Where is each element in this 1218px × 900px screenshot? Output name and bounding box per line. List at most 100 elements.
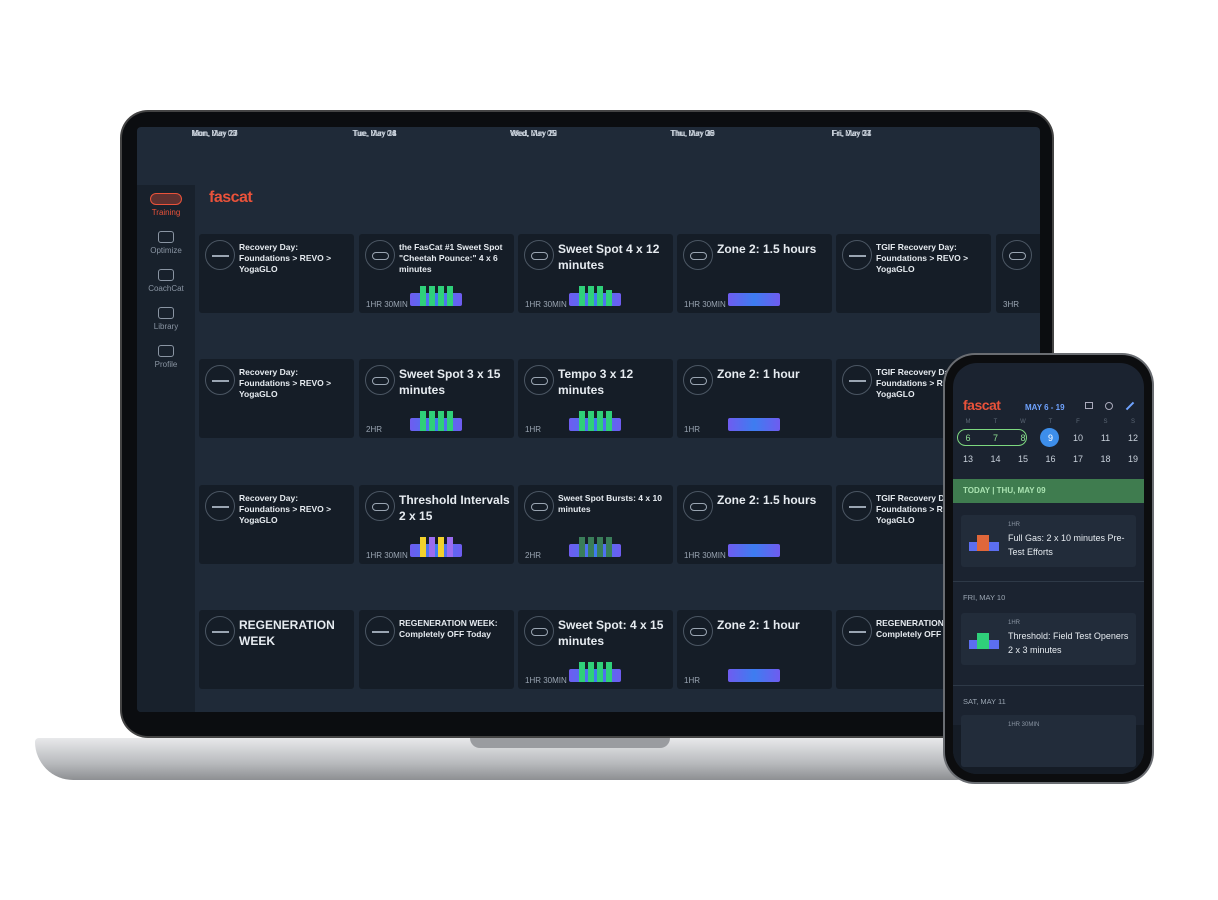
nav-icon bbox=[158, 307, 174, 319]
nav-icon bbox=[158, 345, 174, 357]
workout-card[interactable]: Zone 2: 1 hour 1HR bbox=[677, 359, 832, 438]
date-cell[interactable]: 12 bbox=[1127, 433, 1138, 443]
workout-title: Zone 2: 1 hour bbox=[717, 618, 800, 632]
icon-glyph bbox=[372, 252, 389, 260]
recovery-icon bbox=[365, 616, 395, 646]
date-cell[interactable]: 19 bbox=[1127, 454, 1138, 464]
date-cell[interactable]: 11 bbox=[1100, 433, 1111, 443]
workout-title: Zone 2: 1 hour bbox=[717, 367, 800, 381]
workout-card[interactable]: Zone 2: 1.5 hours 1HR 30MIN bbox=[677, 234, 832, 313]
graph-interval bbox=[606, 662, 612, 682]
workout-title: the FasCat #1 Sweet Spot "Cheetah Pounce… bbox=[399, 242, 503, 275]
phone-screen: fascat MAY 6 - 19 TODAY | THU, MAY 09 Tr… bbox=[953, 363, 1144, 774]
nav-label: Library bbox=[153, 322, 179, 331]
week-highlight bbox=[957, 429, 1027, 446]
app-screen: Training Optimize CoachCat Library Profile f… bbox=[137, 127, 1040, 712]
icon-glyph bbox=[1009, 252, 1026, 260]
date-cell[interactable]: 18 bbox=[1100, 454, 1111, 464]
workout-card[interactable]: Recovery Day: Foundations > REVO > YogaG… bbox=[199, 359, 354, 438]
date-cell[interactable]: 10 bbox=[1072, 433, 1083, 443]
graph-interval bbox=[588, 537, 594, 557]
workout-card[interactable]: Zone 2: 1 hour 1HR bbox=[677, 610, 832, 689]
workout-card[interactable]: REGENERATION WEEK: Completely OFF Today bbox=[359, 610, 514, 689]
date-range[interactable]: MAY 6 - 19 bbox=[1025, 403, 1065, 412]
workout-title: Tempo 3 x 12 minutes bbox=[558, 367, 634, 397]
nav-item[interactable]: Library bbox=[137, 307, 195, 331]
graph-interval bbox=[606, 411, 612, 431]
section-heading: SAT, MAY 11 bbox=[963, 697, 1006, 706]
workout-graph bbox=[569, 409, 621, 431]
day-label: Fri, Jun 07 bbox=[832, 129, 871, 138]
nav-item[interactable]: Optimize bbox=[137, 231, 195, 255]
workout-card[interactable]: Recovery Day: Foundations > REVO > YogaG… bbox=[199, 485, 354, 564]
date-cell[interactable]: 8 bbox=[1020, 433, 1026, 443]
phone: fascat MAY 6 - 19 TODAY | THU, MAY 09 Tr… bbox=[945, 355, 1152, 782]
date-cell[interactable]: 17 bbox=[1072, 454, 1083, 464]
refresh-icon[interactable] bbox=[1105, 402, 1113, 410]
workout-duration: 1HR 30MIN bbox=[684, 300, 726, 309]
day-label: Mon, May 13 bbox=[191, 129, 238, 138]
day-label: Fri, May 24 bbox=[831, 129, 872, 138]
nav-item[interactable]: CoachCat bbox=[137, 269, 195, 293]
phone-workout-card[interactable]: 1HR Threshold: Field Test Openers 2 x 3 m… bbox=[961, 613, 1136, 665]
workout-duration: 1HR 30MIN bbox=[366, 300, 408, 309]
graph-interval bbox=[420, 411, 426, 431]
graph-interval bbox=[579, 411, 585, 431]
nav-item[interactable]: Training bbox=[137, 193, 195, 217]
icon-glyph bbox=[212, 255, 229, 257]
recovery-icon bbox=[842, 365, 872, 395]
date-cell[interactable]: 6 bbox=[965, 433, 971, 443]
workout-card[interactable]: Sweet Spot Bursts: 4 x 10 minutes 2HR bbox=[518, 485, 673, 564]
workout-card[interactable]: Tempo 3 x 12 minutes 1HR bbox=[518, 359, 673, 438]
date-cell[interactable]: 14 bbox=[990, 454, 1001, 464]
bike-icon bbox=[524, 240, 554, 270]
divider bbox=[953, 685, 1144, 686]
day-label: Mon, May 27 bbox=[191, 129, 238, 138]
workout-card[interactable]: Recovery Day: Foundations > REVO > YogaG… bbox=[199, 234, 354, 313]
edit-icon[interactable] bbox=[1125, 401, 1135, 411]
workout-title: REGENERATION WEEK: Completely OFF Today bbox=[399, 618, 498, 640]
bike-icon bbox=[1002, 240, 1032, 270]
card-duration: 1HR 30MIN bbox=[1008, 722, 1040, 728]
graph-interval bbox=[579, 286, 585, 306]
workout-card[interactable]: Sweet Spot: 4 x 15 minutes 1HR 30MIN bbox=[518, 610, 673, 689]
workout-card[interactable]: TGIF Recovery Day: Foundations > REVO > … bbox=[836, 234, 991, 313]
weekday-letter: S bbox=[1103, 419, 1108, 425]
date-cell[interactable]: 7 bbox=[992, 433, 998, 443]
workout-card[interactable]: the FasCat #1 Sweet Spot "Cheetah Pounce… bbox=[359, 234, 514, 313]
nav-label: Profile bbox=[154, 360, 178, 369]
day-label: Tue, May 21 bbox=[352, 129, 397, 138]
graph-interval bbox=[977, 633, 989, 649]
workout-card[interactable]: Zone 2: 1.5 hours 1HR 30MIN bbox=[677, 485, 832, 564]
workout-card[interactable]: Sweet Spot 4 x 12 minutes 1HR 30MIN bbox=[518, 234, 673, 313]
date-cell[interactable]: 9 bbox=[1047, 433, 1053, 443]
date-cell[interactable]: 15 bbox=[1017, 454, 1028, 464]
nav-item[interactable]: Profile bbox=[137, 345, 195, 369]
graph-interval bbox=[588, 411, 594, 431]
weekday-letter: S bbox=[1130, 419, 1135, 425]
section-heading: FRI, MAY 10 bbox=[963, 593, 1006, 602]
today-label: TODAY | THU, MAY 09 bbox=[963, 486, 1046, 495]
day-label: Tue, May 28 bbox=[352, 129, 397, 138]
icon-glyph bbox=[849, 631, 866, 633]
graph-interval bbox=[438, 537, 444, 557]
phone-workout-card[interactable]: 1HR Full Gas: 2 x 10 minutes Pre-Test Eff… bbox=[961, 515, 1136, 567]
workout-card[interactable]: 3HR bbox=[996, 234, 1040, 313]
icon-glyph bbox=[690, 377, 707, 385]
workout-card[interactable]: Threshold Intervals 2 x 15 1HR 30MIN bbox=[359, 485, 514, 564]
day-label: Thu, May 30 bbox=[670, 129, 715, 138]
workout-card[interactable]: REGENERATION WEEK bbox=[199, 610, 354, 689]
graph-base bbox=[569, 293, 621, 306]
workout-duration: 2HR bbox=[525, 551, 542, 560]
workout-title: REGENERATION WEEK bbox=[239, 618, 335, 648]
comment-icon[interactable] bbox=[1085, 402, 1093, 409]
graph-interval bbox=[606, 537, 612, 557]
date-cell[interactable]: 16 bbox=[1045, 454, 1056, 464]
workout-card[interactable]: Sweet Spot 3 x 15 minutes 2HR bbox=[359, 359, 514, 438]
card-duration: 1HR bbox=[1008, 522, 1021, 528]
date-cell[interactable]: 13 bbox=[962, 454, 973, 464]
workout-title: Recovery Day: Foundations > REVO > YogaG… bbox=[239, 242, 332, 275]
icon-glyph bbox=[372, 377, 389, 385]
phone-workout-card[interactable]: 1HR 30MIN bbox=[961, 715, 1136, 767]
